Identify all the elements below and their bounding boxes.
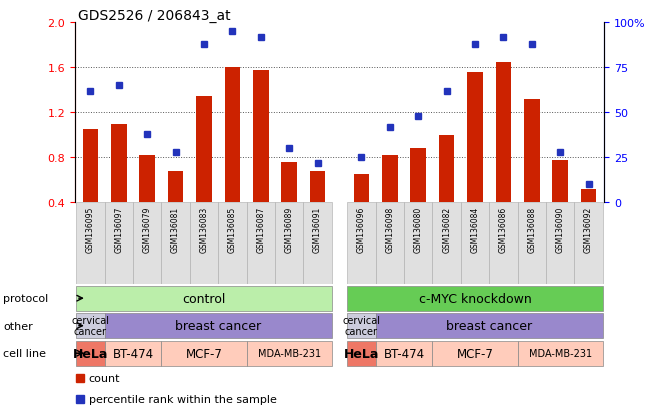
Bar bbox=[76, 286, 332, 311]
Bar bbox=[489, 203, 518, 285]
Bar bbox=[376, 313, 603, 339]
Bar bbox=[303, 203, 332, 285]
Bar bbox=[574, 203, 603, 285]
Bar bbox=[111, 124, 127, 203]
Bar bbox=[518, 203, 546, 285]
Bar bbox=[347, 203, 376, 285]
Bar bbox=[376, 203, 404, 285]
Text: GSM136081: GSM136081 bbox=[171, 206, 180, 252]
Text: GSM136091: GSM136091 bbox=[313, 206, 322, 252]
Bar bbox=[76, 341, 105, 366]
Bar bbox=[133, 203, 161, 285]
Bar bbox=[190, 203, 218, 285]
Text: breast cancer: breast cancer bbox=[175, 319, 261, 332]
Bar bbox=[83, 130, 98, 203]
Text: GSM136082: GSM136082 bbox=[442, 206, 451, 252]
Text: MDA-MB-231: MDA-MB-231 bbox=[258, 348, 321, 358]
Text: count: count bbox=[89, 373, 120, 383]
Bar bbox=[404, 203, 432, 285]
Text: GSM136096: GSM136096 bbox=[357, 206, 366, 252]
Text: GSM136095: GSM136095 bbox=[86, 206, 95, 252]
Text: MCF-7: MCF-7 bbox=[456, 347, 493, 360]
Text: GSM136079: GSM136079 bbox=[143, 206, 152, 252]
Bar bbox=[225, 68, 240, 203]
Text: GSM136080: GSM136080 bbox=[414, 206, 422, 252]
Text: BT-474: BT-474 bbox=[113, 347, 154, 360]
Bar bbox=[546, 203, 574, 285]
Text: cervical
cancer: cervical cancer bbox=[72, 315, 109, 337]
Bar bbox=[139, 156, 155, 203]
Bar bbox=[376, 341, 432, 366]
Text: cell line: cell line bbox=[3, 348, 46, 358]
Bar bbox=[439, 135, 454, 203]
Bar bbox=[581, 190, 596, 203]
Bar bbox=[168, 171, 184, 203]
Text: HeLa: HeLa bbox=[344, 347, 379, 360]
Text: GSM136092: GSM136092 bbox=[584, 206, 593, 252]
Text: HeLa: HeLa bbox=[73, 347, 108, 360]
Bar bbox=[347, 341, 376, 366]
Text: protocol: protocol bbox=[3, 294, 49, 304]
Text: GSM136089: GSM136089 bbox=[284, 206, 294, 252]
Text: GDS2526 / 206843_at: GDS2526 / 206843_at bbox=[78, 9, 230, 23]
Text: c-MYC knockdown: c-MYC knockdown bbox=[419, 292, 531, 305]
Text: control: control bbox=[182, 292, 226, 305]
Text: GSM136085: GSM136085 bbox=[228, 206, 237, 252]
Bar bbox=[161, 341, 247, 366]
Text: MCF-7: MCF-7 bbox=[186, 347, 223, 360]
Bar bbox=[253, 71, 269, 203]
Bar bbox=[410, 149, 426, 203]
Text: GSM136090: GSM136090 bbox=[556, 206, 564, 252]
Bar bbox=[432, 203, 461, 285]
Bar bbox=[105, 341, 161, 366]
Bar bbox=[432, 341, 518, 366]
Bar bbox=[281, 163, 297, 203]
Text: GSM136087: GSM136087 bbox=[256, 206, 265, 252]
Bar bbox=[310, 171, 326, 203]
Bar bbox=[275, 203, 303, 285]
Text: cervical
cancer: cervical cancer bbox=[342, 315, 380, 337]
Bar bbox=[161, 203, 190, 285]
Bar bbox=[247, 203, 275, 285]
Text: GSM136097: GSM136097 bbox=[115, 206, 123, 252]
Bar bbox=[76, 203, 105, 285]
Bar bbox=[467, 73, 483, 203]
Text: percentile rank within the sample: percentile rank within the sample bbox=[89, 394, 277, 404]
Text: MDA-MB-231: MDA-MB-231 bbox=[529, 348, 592, 358]
Bar bbox=[247, 341, 332, 366]
Bar bbox=[76, 313, 105, 339]
Text: GSM136083: GSM136083 bbox=[199, 206, 208, 252]
Text: GSM136084: GSM136084 bbox=[471, 206, 480, 252]
Bar bbox=[524, 100, 540, 203]
Text: GSM136088: GSM136088 bbox=[527, 206, 536, 252]
Text: BT-474: BT-474 bbox=[383, 347, 424, 360]
Bar bbox=[461, 203, 489, 285]
Bar bbox=[347, 286, 603, 311]
Text: GSM136086: GSM136086 bbox=[499, 206, 508, 252]
Bar bbox=[218, 203, 247, 285]
Bar bbox=[382, 156, 398, 203]
Text: other: other bbox=[3, 321, 33, 331]
Text: breast cancer: breast cancer bbox=[446, 319, 533, 332]
Text: GSM136098: GSM136098 bbox=[385, 206, 395, 252]
Bar bbox=[353, 175, 369, 203]
Bar bbox=[518, 341, 603, 366]
Bar bbox=[552, 160, 568, 203]
Bar bbox=[105, 203, 133, 285]
Bar bbox=[105, 313, 332, 339]
Bar bbox=[495, 63, 511, 203]
Bar bbox=[196, 96, 212, 203]
Bar bbox=[347, 313, 376, 339]
